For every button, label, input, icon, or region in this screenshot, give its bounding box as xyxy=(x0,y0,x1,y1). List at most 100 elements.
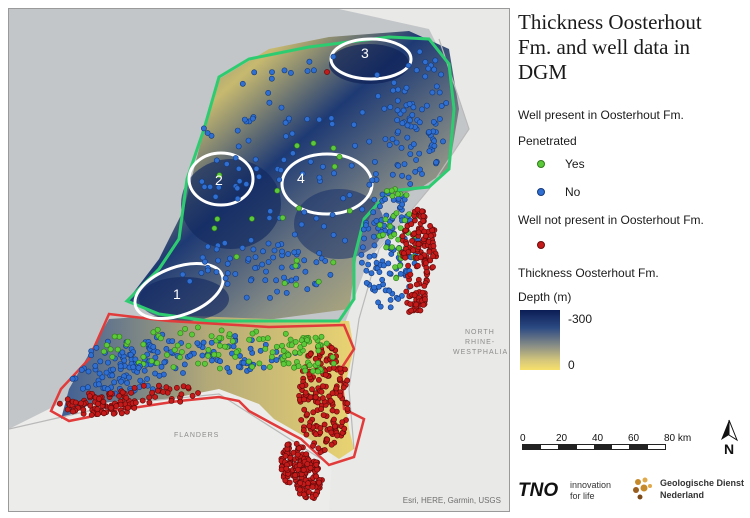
well-dot xyxy=(283,465,290,472)
well-dot xyxy=(78,366,85,373)
well-dot xyxy=(273,277,279,284)
well-dot xyxy=(377,203,383,210)
well-dot xyxy=(315,278,322,285)
zone-label-4: 4 xyxy=(297,170,305,186)
well-dot xyxy=(266,99,273,106)
well-dot xyxy=(331,423,338,430)
well-dot xyxy=(404,122,411,129)
scale-tick-label: 40 xyxy=(592,433,604,444)
well-dot xyxy=(260,364,267,371)
well-dot xyxy=(342,237,348,244)
well-dot xyxy=(265,259,272,265)
well-dot xyxy=(128,389,134,396)
yes-dot-icon xyxy=(537,160,545,168)
well-dot xyxy=(216,334,223,341)
well-dot xyxy=(218,327,225,334)
well-dot xyxy=(379,191,386,198)
well-dot xyxy=(282,453,289,459)
well-dot xyxy=(111,333,118,340)
well-dot xyxy=(274,288,280,295)
well-dot xyxy=(96,370,103,377)
well-dot xyxy=(386,142,393,148)
well-dot xyxy=(443,100,450,106)
well-dot xyxy=(430,253,436,260)
well-dot xyxy=(358,251,365,258)
well-dot xyxy=(148,358,155,364)
well-dot xyxy=(204,243,211,250)
well-dot xyxy=(344,400,351,407)
well-dot xyxy=(377,222,383,228)
well-dot xyxy=(278,264,285,271)
well-dot xyxy=(341,425,348,432)
well-dot xyxy=(344,377,351,384)
well-dot xyxy=(271,247,278,254)
well-dot xyxy=(422,59,429,65)
well-dot xyxy=(370,233,377,240)
well-dot xyxy=(149,389,155,396)
well-dot xyxy=(312,492,319,498)
well-dot xyxy=(362,222,369,229)
depth-min-label: 0 xyxy=(568,358,575,372)
well-dot xyxy=(246,336,253,343)
well-dot xyxy=(88,412,95,418)
well-dot xyxy=(114,346,121,353)
well-dot xyxy=(406,211,413,217)
well-dot xyxy=(337,392,343,399)
well-dot xyxy=(181,361,188,368)
well-dot xyxy=(321,447,328,453)
well-dot xyxy=(207,183,213,190)
well-dot xyxy=(405,62,412,69)
well-dot xyxy=(416,48,423,55)
well-dot xyxy=(64,406,71,413)
well-dot xyxy=(118,410,125,417)
well-dot xyxy=(344,405,351,412)
well-dot xyxy=(268,75,275,82)
well-dot xyxy=(288,342,295,348)
well-dot xyxy=(318,333,325,340)
well-dot xyxy=(306,362,313,369)
well-dot xyxy=(163,384,170,391)
legend-panel: Thickness Oosterhout Fm. and well data i… xyxy=(518,8,744,510)
well-dot xyxy=(366,181,373,188)
well-dot xyxy=(425,65,432,72)
gdn-text-2: Nederland xyxy=(660,490,705,500)
well-dot xyxy=(154,360,160,366)
well-dot xyxy=(259,261,266,268)
well-dot xyxy=(211,225,218,232)
well-dot xyxy=(410,104,417,111)
well-dot xyxy=(382,136,389,143)
title-line: Fm. and well data in xyxy=(518,35,691,59)
well-dot xyxy=(241,116,248,123)
well-dot xyxy=(252,254,259,260)
well-dot xyxy=(293,440,300,447)
well-dot xyxy=(208,132,215,139)
well-dot xyxy=(402,254,409,261)
well-dot xyxy=(88,352,94,359)
well-dot xyxy=(103,342,110,348)
well-dot xyxy=(431,142,438,149)
well-dot xyxy=(381,105,388,112)
well-dot xyxy=(226,331,233,337)
well-dot xyxy=(315,360,321,366)
map-panel[interactable]: 3 2 4 1 NORTH RHINE- WESTPHALIA FLANDERS… xyxy=(8,8,510,512)
well-dot xyxy=(375,299,381,306)
well-dot xyxy=(391,231,398,238)
well-dot xyxy=(189,392,196,399)
well-dot xyxy=(234,127,241,134)
well-dot xyxy=(409,112,416,118)
well-dot xyxy=(235,363,242,370)
well-dot xyxy=(280,361,287,367)
well-dot xyxy=(169,338,176,344)
zone-ellipse-1 xyxy=(133,262,225,320)
well-dot xyxy=(214,216,221,222)
well-dot xyxy=(205,352,211,359)
legend-thickness-heading: Thickness Oosterhout Fm. xyxy=(518,266,659,280)
well-dot xyxy=(96,395,102,402)
well-dot xyxy=(389,244,395,251)
depth-zone xyxy=(329,44,409,84)
well-dot xyxy=(292,262,299,269)
well-dot xyxy=(101,410,107,417)
well-dot xyxy=(304,461,311,467)
well-dot xyxy=(262,345,269,352)
well-dot xyxy=(306,371,313,378)
